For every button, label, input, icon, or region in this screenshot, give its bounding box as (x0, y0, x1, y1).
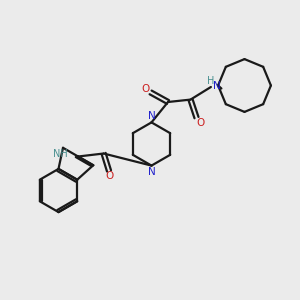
Text: N: N (148, 111, 155, 122)
Text: N: N (148, 167, 155, 177)
Text: O: O (196, 118, 204, 128)
Text: NH: NH (52, 149, 68, 159)
Text: O: O (105, 171, 113, 181)
Text: N: N (213, 80, 221, 91)
Text: H: H (207, 76, 214, 86)
Text: O: O (141, 84, 149, 94)
